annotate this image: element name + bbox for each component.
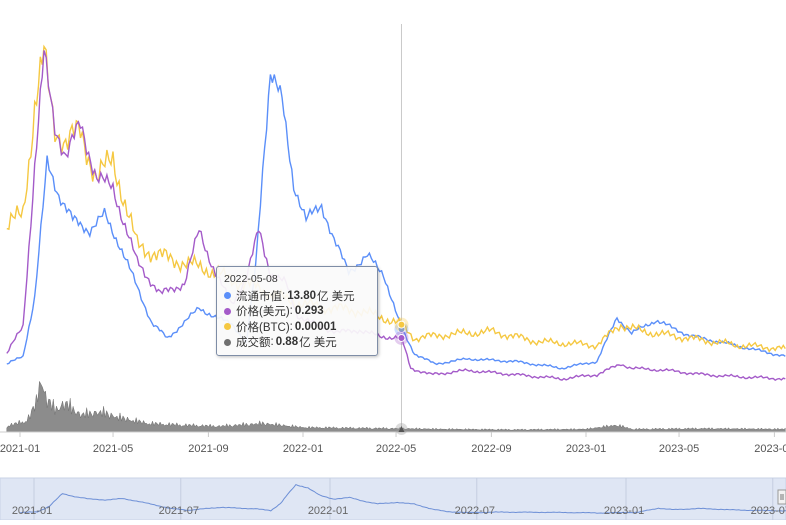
series-line (6, 44, 786, 353)
navigator[interactable]: 2021-01 2021-07 2022-01 2022-07 2023-01 2023-… (0, 477, 786, 521)
volume-area (6, 380, 786, 433)
series-dot-icon (224, 292, 231, 300)
tooltip-series-name: 成交额 (236, 337, 271, 350)
tooltip-row-price-usd: 价格(美元): 0.293 (224, 304, 370, 320)
navigator-series (20, 483, 786, 514)
x-tick-label: 2022-05 (376, 443, 416, 455)
tooltip-series-unit: 亿 美元 (299, 337, 337, 350)
tooltip-series-name: 价格(美元) (236, 306, 290, 319)
navigator-tick-label: 2022-07 (455, 505, 495, 517)
navigator-handle-box[interactable] (777, 489, 786, 505)
volume-marker-icon (398, 426, 405, 432)
x-tick-label: 2023-01 (566, 443, 606, 455)
x-tick-label: 2022-01 (283, 443, 323, 455)
x-tick-label: 2021-01 (0, 443, 40, 455)
navigator-tick-label: 2021-01 (12, 505, 52, 517)
navigator-tick-label: 2022-01 (308, 505, 348, 517)
tooltip-series-name: 价格(BTC) (236, 321, 290, 334)
x-axis-ticks: 2021-01 2021-05 2021-09 2022-01 2022-05 2022-… (0, 432, 786, 455)
navigator-tick-label: 2023-01 (604, 505, 644, 517)
chart-tooltip: 2022-05-08 流通市值: 13.80 亿 美元 价格(美元): 0.29… (216, 266, 378, 356)
tooltip-row-market-cap: 流通市值: 13.80 亿 美元 (224, 288, 370, 304)
series-dot-icon (224, 323, 231, 331)
navigator-tick-label: 2023-07 (751, 505, 786, 517)
tooltip-series-value: 0.00001 (294, 320, 337, 333)
hover-markers (394, 317, 409, 435)
navigator-background (0, 477, 786, 521)
hover-point (397, 333, 406, 342)
tooltip-series-value: 0.293 (294, 305, 324, 318)
x-tick-label: 2021-09 (188, 443, 228, 455)
tooltip-series-value: 13.80 (287, 289, 316, 302)
series-layer (6, 44, 786, 382)
tooltip-row-price-btc: 价格(BTC): 0.00001 (224, 319, 370, 335)
tooltip-date: 2022-05-08 (224, 273, 278, 285)
navigator-tick-label: 2021-07 (159, 505, 199, 517)
series-line (6, 50, 786, 382)
series-dot-icon (224, 307, 231, 315)
navigator-handle-right[interactable] (777, 489, 786, 505)
hover-point (397, 320, 406, 329)
series-dot-icon (224, 338, 231, 346)
tooltip-row-volume: 成交额: 0.88 亿 美元 (224, 335, 370, 351)
x-tick-label: 2023-05 (659, 443, 699, 455)
x-tick-label: 2022-09 (471, 443, 511, 455)
x-tick-label: 2021-05 (93, 443, 133, 455)
series-line (6, 74, 786, 370)
tooltip-series-name: 流通市值 (236, 290, 282, 303)
x-tick-label: 2023-09 (754, 443, 786, 455)
navigator-ticks: 2021-01 2021-07 2022-01 2022-07 2023-01 2023-… (12, 505, 786, 517)
tooltip-series-value: 0.88 (275, 336, 299, 349)
tooltip-series-unit: 亿 美元 (316, 290, 355, 303)
volume-layer (6, 380, 786, 433)
